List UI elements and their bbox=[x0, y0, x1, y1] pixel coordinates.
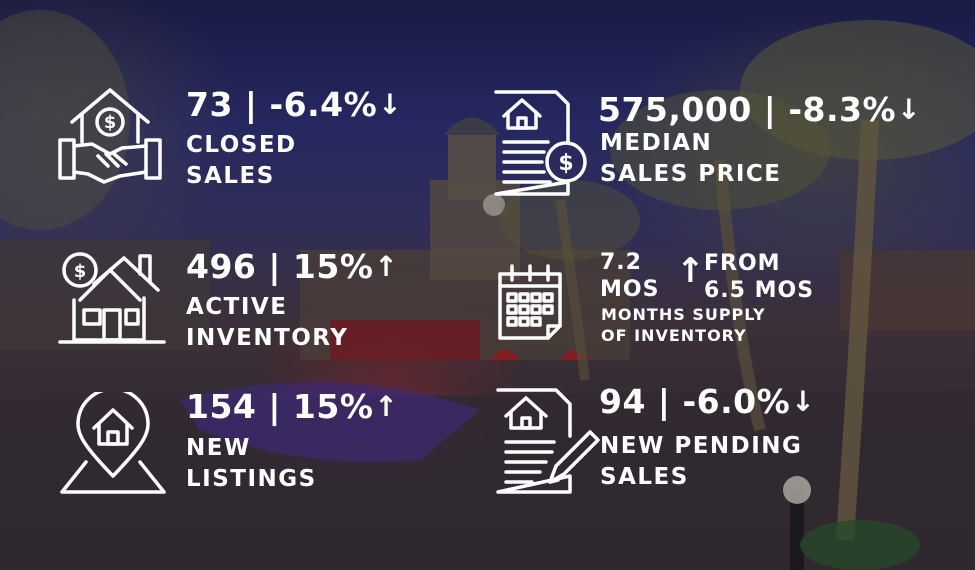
house-handshake-dollar-icon: $ bbox=[58, 84, 162, 188]
new-listings-label: NEW LISTINGS bbox=[186, 435, 317, 492]
calendar-icon bbox=[496, 264, 564, 340]
median-price-label: MEDIAN SALES PRICE bbox=[600, 130, 782, 187]
closed-sales-label: CLOSED SALES bbox=[186, 132, 297, 189]
map-pin-house-icon bbox=[56, 392, 170, 496]
new-listings-value: 154 | 15%↑ bbox=[186, 387, 399, 426]
svg-text:$: $ bbox=[104, 112, 117, 133]
months-supply-value: 7.2 MOS bbox=[600, 250, 660, 302]
document-house-pen-icon bbox=[496, 388, 600, 494]
closed-sales-value: 73 | -6.4%↓ bbox=[186, 85, 403, 124]
months-supply-from: FROM 6.5 MOS bbox=[704, 251, 815, 303]
house-dollar-sign-icon: $ bbox=[58, 244, 166, 350]
svg-text:$: $ bbox=[74, 261, 87, 282]
new-pending-value: 94 | -6.0%↓ bbox=[599, 382, 816, 421]
months-supply-arrow: ↑ bbox=[676, 251, 705, 291]
document-house-dollar-icon: $ bbox=[494, 90, 588, 196]
months-supply-label: MONTHS SUPPLY OF INVENTORY bbox=[601, 305, 766, 345]
median-price-value: 575,000 | -8.3%↓ bbox=[598, 90, 922, 129]
active-inventory-value: 496 | 15%↑ bbox=[186, 247, 399, 286]
new-pending-label: NEW PENDING SALES bbox=[600, 433, 803, 490]
svg-text:$: $ bbox=[558, 151, 573, 176]
active-inventory-label: ACTIVE INVENTORY bbox=[186, 294, 349, 351]
